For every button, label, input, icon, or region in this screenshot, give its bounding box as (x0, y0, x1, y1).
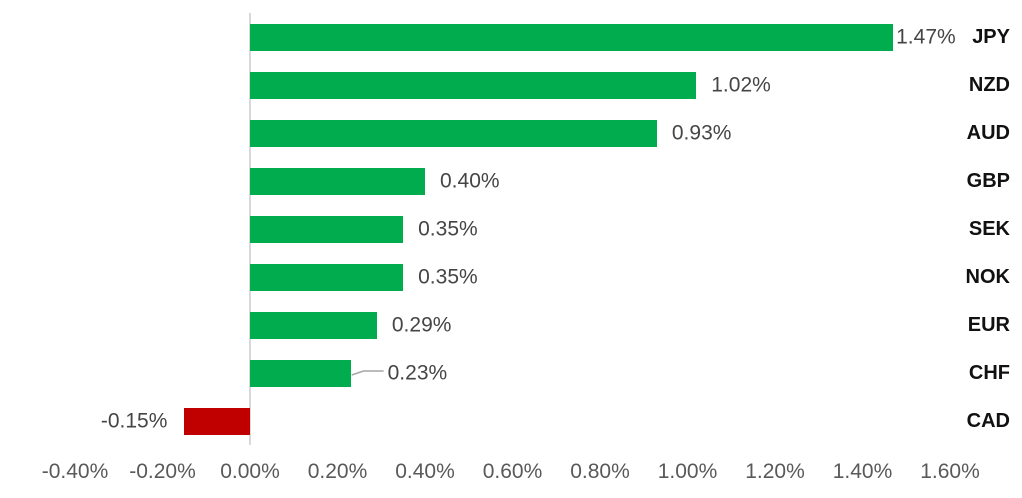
category-label-cad: CAD (966, 410, 1010, 432)
bar-eur (250, 311, 377, 339)
bar-chf (250, 359, 351, 387)
category-label-jpy: JPY (972, 26, 1010, 48)
bar-cad (184, 407, 250, 435)
x-axis-tick-label: 0.60% (482, 460, 543, 483)
bar-nok (250, 263, 404, 291)
x-axis-tick-label: 0.00% (220, 460, 280, 483)
x-axis-tick-label: 1.60% (920, 460, 980, 483)
x-axis-tick-label: 1.40% (832, 460, 893, 483)
bar-nzd (250, 71, 697, 99)
x-axis-tick-label: -0.40% (41, 460, 109, 483)
category-label-aud: AUD (966, 122, 1010, 144)
x-axis-tick-label: 1.20% (745, 460, 805, 483)
chf-label-leader-line (351, 370, 384, 376)
value-label-sek: 0.35% (418, 217, 478, 241)
x-axis-tick-label: -0.20% (129, 460, 196, 483)
category-label-gbp: GBP (966, 170, 1010, 192)
x-axis-tick-label: 0.80% (570, 460, 630, 483)
value-label-jpy: 1.47% (896, 25, 956, 49)
x-axis-tick-label: 0.40% (395, 460, 455, 483)
category-label-sek: SEK (968, 218, 1010, 240)
value-label-cad: -0.15% (100, 409, 168, 433)
category-label-chf: CHF (968, 362, 1010, 384)
bar-aud (250, 119, 657, 147)
value-label-nok: 0.35% (418, 265, 478, 289)
category-label-eur: EUR (967, 314, 1010, 336)
value-label-gbp: 0.40% (440, 169, 500, 193)
category-label-nok: NOK (965, 266, 1010, 288)
x-axis-tick-label: 1.00% (657, 460, 718, 483)
bar-gbp (250, 167, 425, 195)
category-label-nzd: NZD (968, 74, 1010, 96)
bar-sek (250, 215, 404, 243)
x-axis-tick-label: 0.20% (307, 460, 368, 483)
value-label-eur: 0.29% (391, 313, 452, 337)
value-label-chf: 0.23% (387, 361, 448, 385)
value-label-aud: 0.93% (671, 121, 732, 145)
value-label-nzd: 1.02% (711, 73, 771, 97)
bar-jpy (250, 23, 894, 51)
